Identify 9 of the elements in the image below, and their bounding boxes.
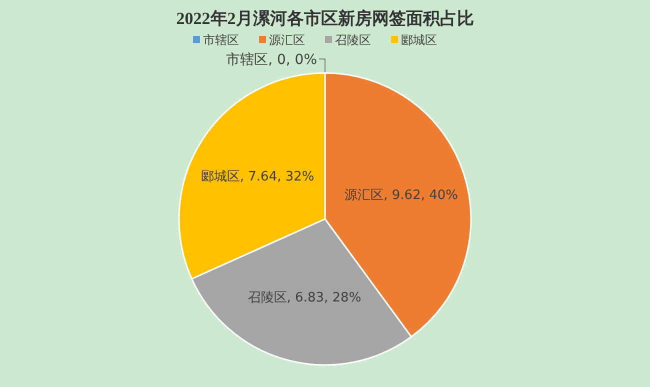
text: 市辖区, 0, 0% <box>226 52 317 68</box>
data-label: 郾城区, 7.64, 32% <box>200 169 314 184</box>
data-label: 召陵区, 6.83, 28% <box>248 290 362 306</box>
legend-label: 郾城区 <box>401 33 437 47</box>
legend-label: 召陵区 <box>335 33 371 47</box>
legend-label: 源汇区 <box>269 33 305 47</box>
legend-label: 市辖区 <box>203 33 239 47</box>
data-label: 源汇区, 9.62, 40% <box>344 188 458 204</box>
title: 2022年2月漯河各市区新房网签面积占比 <box>176 9 474 28</box>
